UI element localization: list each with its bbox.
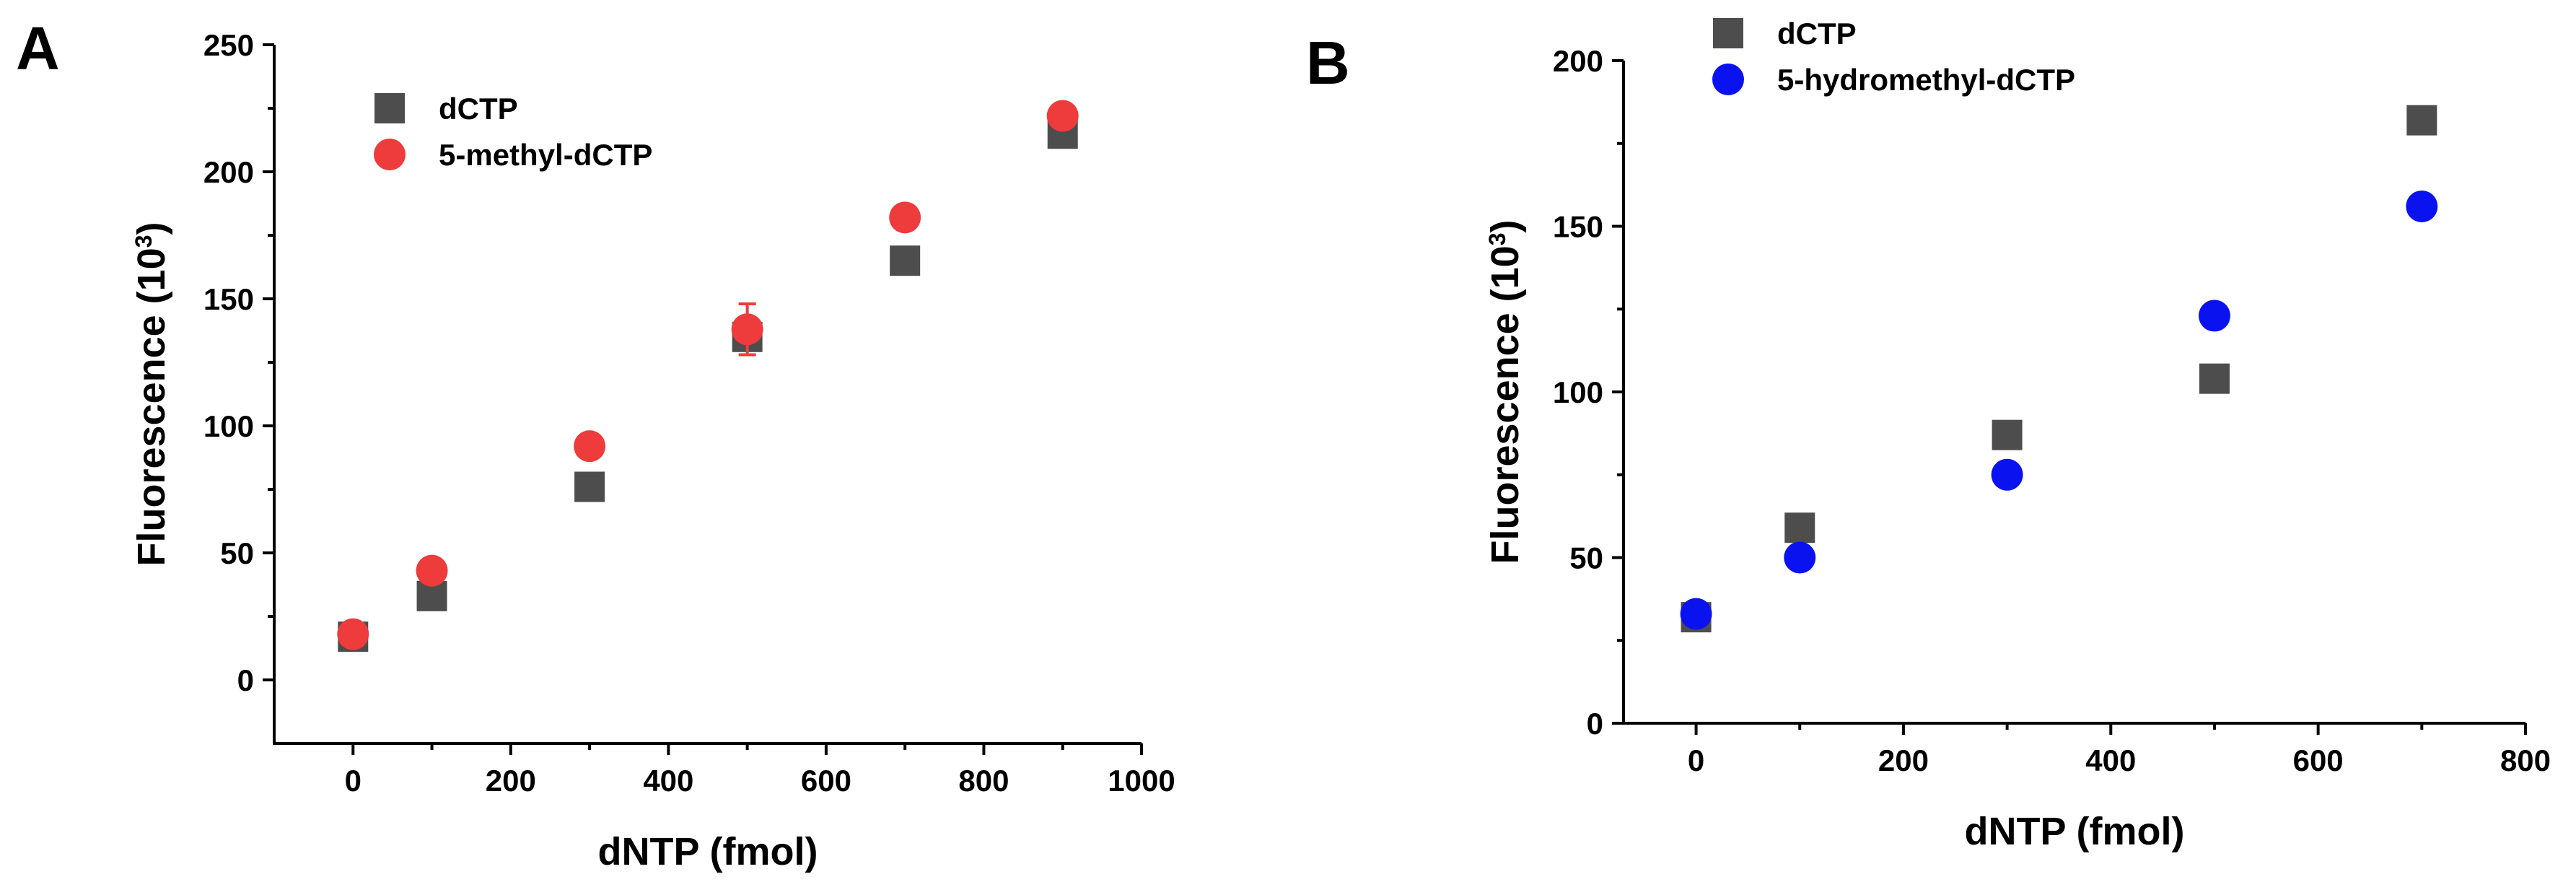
chart-a-y-axis-label: Fluorescence (103) <box>130 222 173 567</box>
chart-b-series-2-point <box>2406 190 2438 222</box>
chart-a-y-tick-label: 200 <box>203 155 254 189</box>
chart-a-y-tick-label: 250 <box>203 28 254 62</box>
chart-a-legend: dCTP 5-methyl-dCTP <box>374 92 652 172</box>
chart-b-y-tick-label: 150 <box>1553 210 1603 244</box>
chart-a-series-2-point <box>731 313 763 346</box>
chart-a-series-1 <box>338 118 1078 652</box>
chart-b-panel-letter: B <box>1306 29 1350 97</box>
chart-b-y-axis-label: Fluorescence (103) <box>1484 220 1527 564</box>
chart-a-legend-marker <box>374 93 405 123</box>
chart-a-series-1-point <box>890 245 921 276</box>
chart-b-y-tick-label: 200 <box>1553 44 1603 78</box>
chart-b-y-tick-label: 0 <box>1587 707 1603 741</box>
chart-a-y-tick-label: 50 <box>220 536 254 570</box>
chart-b-series-1-point <box>2406 105 2437 136</box>
chart-b-series-2 <box>1680 190 2438 630</box>
chart-b-y-tick-label: 100 <box>1553 375 1603 409</box>
chart-b-y-tick-label: 50 <box>1569 541 1603 575</box>
chart-a-x-tick-label: 400 <box>643 764 693 798</box>
chart-a-series-2-point <box>416 554 448 587</box>
chart-a-x-tick-label: 800 <box>958 764 1009 798</box>
chart-a-x-tick-label: 1000 <box>1108 764 1175 798</box>
chart-a-x-axis-label: dNTP (fmol) <box>598 830 818 873</box>
chart-a-legend-label: dCTP <box>439 92 518 126</box>
chart-b-series-1-point <box>2199 363 2230 394</box>
chart-b-x-tick-label: 600 <box>2293 743 2344 777</box>
chart-a-series-2-point <box>1046 100 1079 132</box>
chart-b-series-1-point <box>1784 512 1815 543</box>
chart-a-series-2-point <box>574 430 606 463</box>
chart-a-series-1-point <box>574 471 605 502</box>
chart-a-y-tick-label: 0 <box>237 663 254 697</box>
chart-b-series-1-point <box>1992 419 2023 450</box>
chart-a-series-2 <box>337 100 1079 650</box>
chart-b-x-tick-label: 800 <box>2500 743 2551 777</box>
chart-a-x-tick-label: 0 <box>345 764 362 798</box>
chart-b-x-axis-label: dNTP (fmol) <box>1965 810 2185 853</box>
chart-b-series-2-point <box>1991 458 2023 491</box>
chart-b-legend-marker <box>1712 64 1744 95</box>
chart-b-x-tick-label: 400 <box>2085 743 2136 777</box>
chart-b-x-tick-label: 200 <box>1878 743 1929 777</box>
chart-a-panel-letter: A <box>16 14 60 82</box>
chart-a-series-2-point <box>889 201 921 234</box>
chart-a-x-tick-label: 200 <box>486 764 536 798</box>
chart-a: A 0 200 400 600 800 1000 0 50 100 150 200 250 dNTP (f… <box>16 14 1175 873</box>
chart-b-series-2-point <box>1680 598 1712 630</box>
chart-b-legend-label: dCTP <box>1777 17 1857 51</box>
chart-b-legend-label: 5-hydromethyl-dCTP <box>1777 63 2075 97</box>
chart-a-y-tick-label: 150 <box>203 282 254 316</box>
chart-b-x-tick-label: 0 <box>1688 743 1704 777</box>
chart-a-y-tick-label: 100 <box>203 409 254 443</box>
chart-a-axes <box>273 45 1142 745</box>
chart-a-x-tick-label: 600 <box>801 764 851 798</box>
chart-b-series-2-point <box>2198 300 2230 332</box>
chart-a-legend-label: 5-methyl-dCTP <box>439 138 652 172</box>
chart-b: B 0 200 400 600 800 0 50 100 150 200 dNTP (fmol) Flu… <box>1306 17 2551 853</box>
chart-b-legend-marker <box>1713 18 1743 48</box>
chart-b-axes <box>1622 61 2525 725</box>
chart-b-legend: dCTP 5-hydromethyl-dCTP <box>1712 17 2075 97</box>
chart-b-series-2-point <box>1784 541 1816 574</box>
chart-a-legend-marker <box>374 139 406 170</box>
chart-a-series-2-point <box>337 618 369 650</box>
